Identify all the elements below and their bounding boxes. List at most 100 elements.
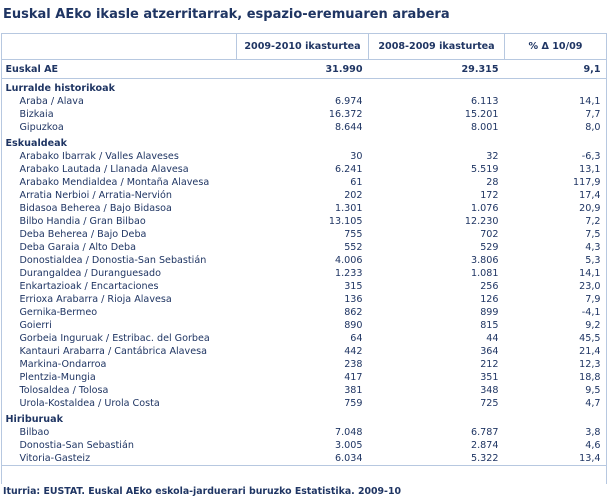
table-wrap: 2009-2010 ikasturtea 2008-2009 ikasturtea… [1, 33, 607, 466]
group-row: Hiriburuak [2, 410, 607, 426]
source-note: Iturria: EUSTAT. Euskal AEko eskola-jard… [3, 486, 401, 497]
cell: 13,4 [504, 452, 607, 466]
cell: 117,9 [573, 177, 601, 188]
cell: 725 [480, 398, 499, 409]
row-label: Enkartazioak / Encartaciones [19, 281, 159, 292]
row-label: Gipuzkoa [19, 122, 64, 133]
cell: 364 [480, 346, 499, 357]
cell: 348 [480, 385, 499, 396]
cell: 8,0 [585, 122, 601, 133]
cell: % Δ 10/09 [504, 33, 607, 60]
cell: 8.644 [335, 122, 363, 133]
cell: 17,4 [579, 190, 601, 201]
row-label: Gernika-Bermeo [19, 307, 98, 318]
row-label: Durangaldea / Duranguesado [19, 268, 162, 279]
data-row: Durangaldea / Duranguesado 1.233 1.081 14,1 [2, 267, 607, 280]
cell: 7.048 [335, 427, 363, 438]
row-label: Tolosaldea / Tolosa [19, 385, 109, 396]
data-row: Errioxa Arabarra / Rioja Alavesa 136 126 7,… [2, 293, 607, 306]
cell: 9,5 [585, 385, 601, 396]
cell: 18,8 [579, 372, 601, 383]
cell: 5.322 [368, 452, 505, 466]
cell: 14,1 [579, 96, 601, 107]
header-row: 2009-2010 ikasturtea 2008-2009 ikasturtea… [1, 33, 607, 60]
cell: 2008-2009 ikasturtea [368, 33, 505, 60]
row-label: Donostia-San Sebastián [19, 440, 134, 451]
row-label: Gorbeia Inguruak / Estribac. del Gorbea [19, 333, 210, 344]
row-label: Urola-Kostaldea / Urola Costa [19, 398, 160, 409]
data-row: Goierri 890 815 9,2 [2, 319, 607, 332]
data-row: Bidasoa Beherea / Bajo Bidasoa 1.301 1.076… [2, 202, 607, 215]
cell: 7,7 [585, 109, 601, 120]
cell: 7,9 [585, 294, 601, 305]
cell: 6.241 [335, 164, 363, 175]
total-row: Euskal AE 31.990 29.315 9,1 [1, 59, 607, 79]
row-label: Bizkaia [19, 109, 54, 120]
cell: 13.105 [328, 216, 363, 227]
group-title: Hiriburuak [5, 413, 63, 425]
row-label: Vitoria-Gasteiz [1, 452, 237, 466]
cell: 61 [350, 177, 363, 188]
data-row: Kantauri Arabarra / Cantábrica Alavesa 44… [2, 345, 607, 358]
row-label [1, 33, 237, 60]
cell: 12.230 [464, 216, 499, 227]
data-row: Araba / Alava 6.974 6.113 14,1 [2, 95, 607, 108]
data-row: Bilbao 7.048 6.787 3,8 [2, 426, 607, 439]
cell: 6.787 [471, 427, 499, 438]
group-title: Lurralde historikoak [5, 82, 115, 94]
cell: 7,2 [585, 216, 601, 227]
data-row: Arabako Ibarrak / Valles Alaveses 30 32 -6,… [2, 150, 607, 163]
row-label: Errioxa Arabarra / Rioja Alavesa [19, 294, 172, 305]
cell: 815 [480, 320, 499, 331]
cell: 238 [344, 359, 363, 370]
cell: 4.006 [335, 255, 363, 266]
cell: 2.874 [471, 440, 499, 451]
cell: 4,3 [585, 242, 601, 253]
data-row: Arabako Mendialdea / Montaña Alavesa 61 28… [2, 176, 607, 189]
cell: 5,3 [585, 255, 601, 266]
cell: 2009-2010 ikasturtea [236, 33, 369, 60]
cell: 1.076 [471, 203, 499, 214]
row-label: Arabako Ibarrak / Valles Alaveses [19, 151, 179, 162]
cell: 31.990 [236, 59, 369, 79]
row-label: Araba / Alava [19, 96, 84, 107]
row-label: Kantauri Arabarra / Cantábrica Alavesa [19, 346, 208, 357]
data-row: Donostia-San Sebastián 3.005 2.874 4,6 [2, 439, 607, 452]
data-row: Tolosaldea / Tolosa 381 348 9,5 [2, 384, 607, 397]
cell: 5.519 [471, 164, 499, 175]
data-row: Bilbo Handia / Gran Bilbao 13.105 12.230 7,… [2, 215, 607, 228]
group-title: Eskualdeak [5, 137, 67, 149]
cell: 890 [344, 320, 363, 331]
cell: 3,8 [585, 427, 601, 438]
cell: 1.081 [471, 268, 499, 279]
cell: 13,1 [579, 164, 601, 175]
cell: 12,3 [579, 359, 601, 370]
row-label: Deba Garaia / Alto Deba [19, 242, 137, 253]
cell: 315 [344, 281, 363, 292]
cell: 7,5 [585, 229, 601, 240]
row-label: Bidasoa Beherea / Bajo Bidasoa [19, 203, 172, 214]
cell: 29.315 [368, 59, 505, 79]
cell: 6.974 [335, 96, 363, 107]
data-row: Gorbeia Inguruak / Estribac. del Gorbea 6… [2, 332, 607, 345]
cell: 15.201 [464, 109, 499, 120]
data-row: Arratia Nerbioi / Arratia-Nervión 202 172 1… [2, 189, 607, 202]
cell: -4,1 [581, 307, 601, 318]
cell: 16.372 [328, 109, 363, 120]
cell: 417 [344, 372, 363, 383]
cell: 32 [486, 151, 499, 162]
cell: 8.001 [471, 122, 499, 133]
cell: 6.113 [471, 96, 499, 107]
cell: 1.301 [335, 203, 363, 214]
cell: 759 [344, 398, 363, 409]
cell: 442 [344, 346, 363, 357]
cell: 4,6 [585, 440, 601, 451]
cell: 23,0 [579, 281, 601, 292]
cell: 529 [480, 242, 499, 253]
data-row: Gernika-Bermeo 862 899 -4,1 [2, 306, 607, 319]
data-row: Urola-Kostaldea / Urola Costa 759 725 4,7 [2, 397, 607, 410]
data-row: Vitoria-Gasteiz 6.034 5.322 13,4 [1, 452, 607, 466]
cell: 755 [344, 229, 363, 240]
cell: 9,2 [585, 320, 601, 331]
